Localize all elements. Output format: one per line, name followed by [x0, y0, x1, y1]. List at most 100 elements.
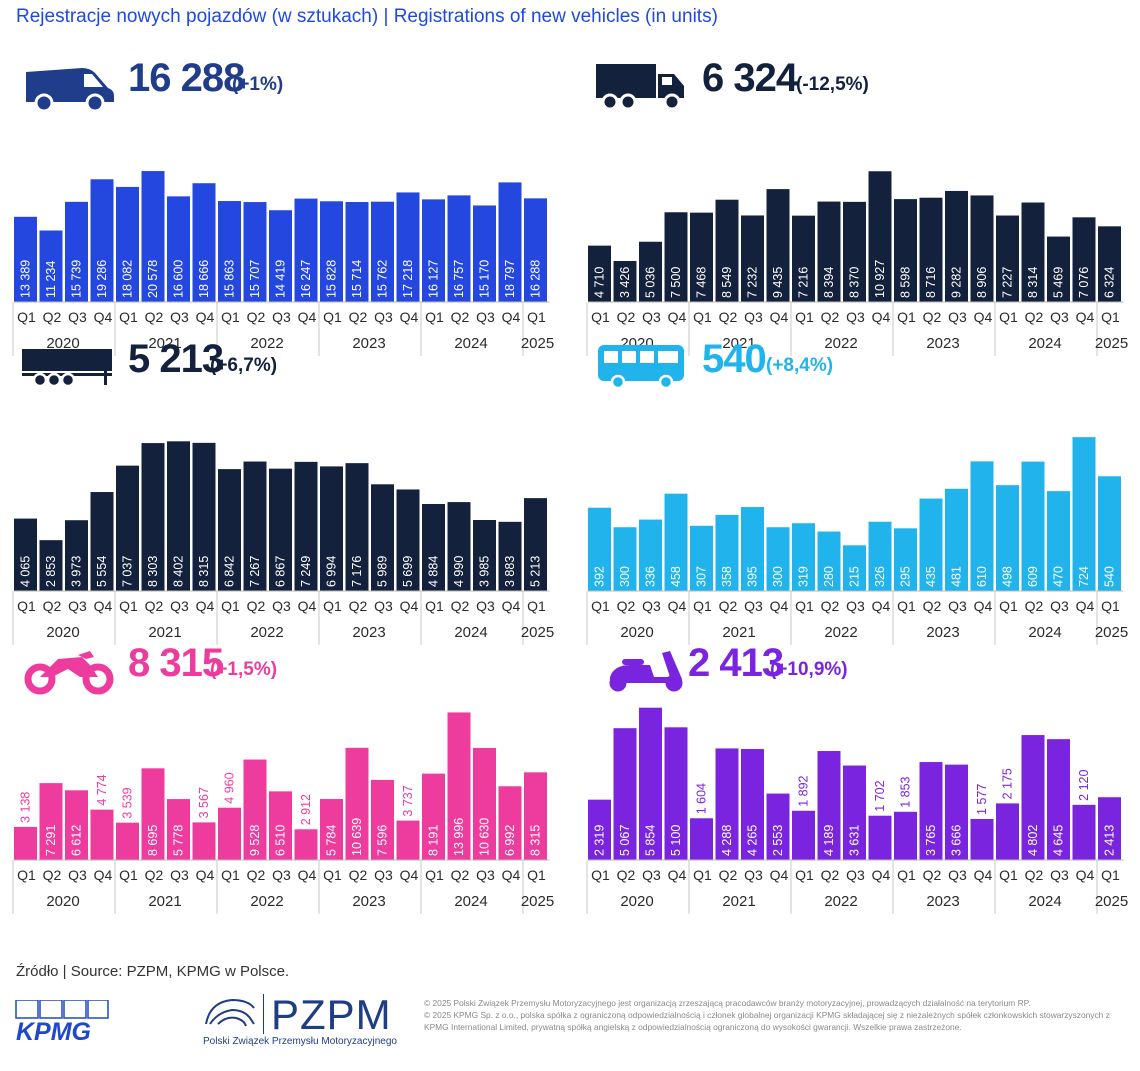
bar-q1-2020 [588, 245, 611, 302]
quarter-tick-label: Q2 [43, 309, 62, 325]
bar-q1-2020 [14, 518, 37, 591]
bar-q4-2024 [1072, 437, 1096, 591]
bar-q1-2023 [894, 528, 917, 591]
panel-buses: 540 (+8,4%) 392 300 336 458 307 358 395 300 319 2… [586, 337, 1131, 645]
bar-value-label: 8 402 [172, 556, 186, 587]
bar-q1-2024 [996, 803, 1019, 860]
bar-value-label: 8 315 [197, 556, 211, 587]
quarter-tick-label: Q4 [974, 598, 993, 614]
bar-value-label: 481 [950, 566, 964, 587]
quarter-tick-label: Q1 [795, 867, 814, 883]
quarter-tick-label: Q4 [502, 598, 521, 614]
bar-value-label: 5 469 [1052, 267, 1066, 298]
bar-value-label: 5 699 [401, 556, 415, 587]
bar-value-label: 7 216 [797, 267, 811, 298]
quarter-tick-label: Q2 [719, 598, 738, 614]
bar-q3-2022 [843, 545, 866, 591]
bar-value-label: 8 695 [146, 825, 160, 856]
bar-value-label: 319 [797, 566, 811, 587]
bar-q3-2020 [65, 790, 88, 860]
bar-value-label: 8 716 [924, 267, 938, 298]
quarter-tick-label: Q4 [400, 598, 419, 614]
bar-value-label: 5 036 [644, 267, 658, 298]
quarter-tick-label: Q1 [17, 309, 36, 325]
year-tick-label: 2020 [46, 335, 79, 352]
quarter-tick-label: Q3 [272, 598, 291, 614]
quarter-tick-label: Q3 [846, 867, 865, 883]
bar-q1-2021 [116, 186, 139, 302]
quarter-tick-label: Q3 [374, 867, 393, 883]
bar-q1-2020 [14, 826, 37, 860]
bar-q3-2024 [473, 747, 496, 860]
copyright-note: © 2025 Polski Związek Przemysłu Motoryza… [424, 997, 1130, 1033]
panel-motorcycles: 8 315 (+1,5%) 3 138 7 291 6 612 4 774 3 539 8… [12, 641, 557, 945]
quarter-tick-label: Q2 [247, 867, 266, 883]
bar-value-label: 15 707 [248, 260, 262, 298]
quarter-tick-label: Q4 [872, 867, 891, 883]
bar-q4-2020 [90, 809, 114, 860]
bar-q2-2023 [345, 202, 369, 302]
bar-value-label: 1 892 [797, 775, 811, 806]
quarter-tick-label: Q1 [425, 309, 444, 325]
quarter-tick-label: Q4 [668, 309, 687, 325]
quarter-tick-label: Q2 [43, 598, 62, 614]
bar-q2-2022 [243, 461, 267, 591]
year-tick-label: 2020 [46, 893, 79, 910]
bar-value-label: 15 762 [376, 260, 390, 298]
bar-q3-2024 [473, 205, 496, 302]
quarter-tick-label: Q2 [451, 309, 470, 325]
year-tick-label: 2023 [926, 624, 959, 641]
bar-value-label: 540 [1103, 566, 1117, 587]
bar-value-label: 300 [771, 566, 785, 587]
bar-value-label: 18 797 [503, 260, 517, 298]
quarter-tick-label: Q3 [272, 867, 291, 883]
quarter-tick-label: Q1 [425, 598, 444, 614]
total-value: 8 315 [128, 641, 224, 685]
quarter-tick-label: Q1 [591, 598, 610, 614]
quarter-tick-label: Q2 [923, 309, 942, 325]
bar-q3-2024 [473, 520, 496, 591]
year-tick-label: 2022 [250, 335, 283, 352]
bar-value-label: 2 553 [771, 825, 785, 856]
bars: 4 065 2 853 3 973 5 554 7 037 8 303 8 402 8 315… [14, 441, 547, 591]
quarter-tick-label: Q1 [425, 867, 444, 883]
year-tick-label: 2022 [250, 624, 283, 641]
bar-value-label: 4 265 [746, 825, 760, 856]
year-tick-label: 2024 [454, 624, 487, 641]
quarter-tick-label: Q2 [1025, 598, 1044, 614]
bar-value-label: 3 631 [848, 825, 862, 856]
bar-q1-2023 [320, 201, 343, 302]
quarter-tick-label: Q4 [94, 598, 113, 614]
bar-q3-2024 [1047, 236, 1070, 302]
bar-value-label: 14 419 [274, 260, 288, 298]
moped-icon [606, 651, 686, 695]
bar-q2-2020 [39, 230, 63, 302]
quarter-tick-label: Q1 [17, 867, 36, 883]
quarter-tick-label: Q2 [145, 867, 164, 883]
bar-value-label: 610 [975, 566, 989, 587]
bar-q1-2020 [14, 216, 37, 302]
bar-value-label: 8 598 [899, 267, 913, 298]
bar-q1-2020 [588, 507, 611, 591]
quarter-tick-label: Q1 [591, 309, 610, 325]
bar-q2-2020 [613, 728, 637, 860]
bar-q1-2021 [690, 212, 713, 302]
bar-q3-2022 [269, 210, 292, 302]
change-value: (+1,5%) [210, 659, 278, 680]
year-tick-label: 2022 [824, 335, 857, 352]
bar-q1-2021 [690, 525, 713, 591]
bar-value-label: 3 765 [924, 825, 938, 856]
quarter-tick-label: Q3 [642, 867, 661, 883]
quarter-tick-label: Q4 [196, 867, 215, 883]
bar-q1-2025 [524, 498, 547, 591]
bar-value-label: 4 884 [427, 556, 441, 587]
bar-q1-2021 [690, 818, 713, 860]
bar-q2-2020 [39, 540, 63, 591]
year-tick-label: 2024 [1028, 893, 1061, 910]
bar-value-label: 470 [1052, 566, 1066, 587]
bar-value-label: 8 549 [720, 267, 734, 298]
bar-q3-2023 [945, 488, 968, 591]
bar-q1-2020 [588, 799, 611, 860]
bar-value-label: 7 500 [669, 267, 683, 298]
bar-value-label: 3 737 [401, 785, 415, 816]
